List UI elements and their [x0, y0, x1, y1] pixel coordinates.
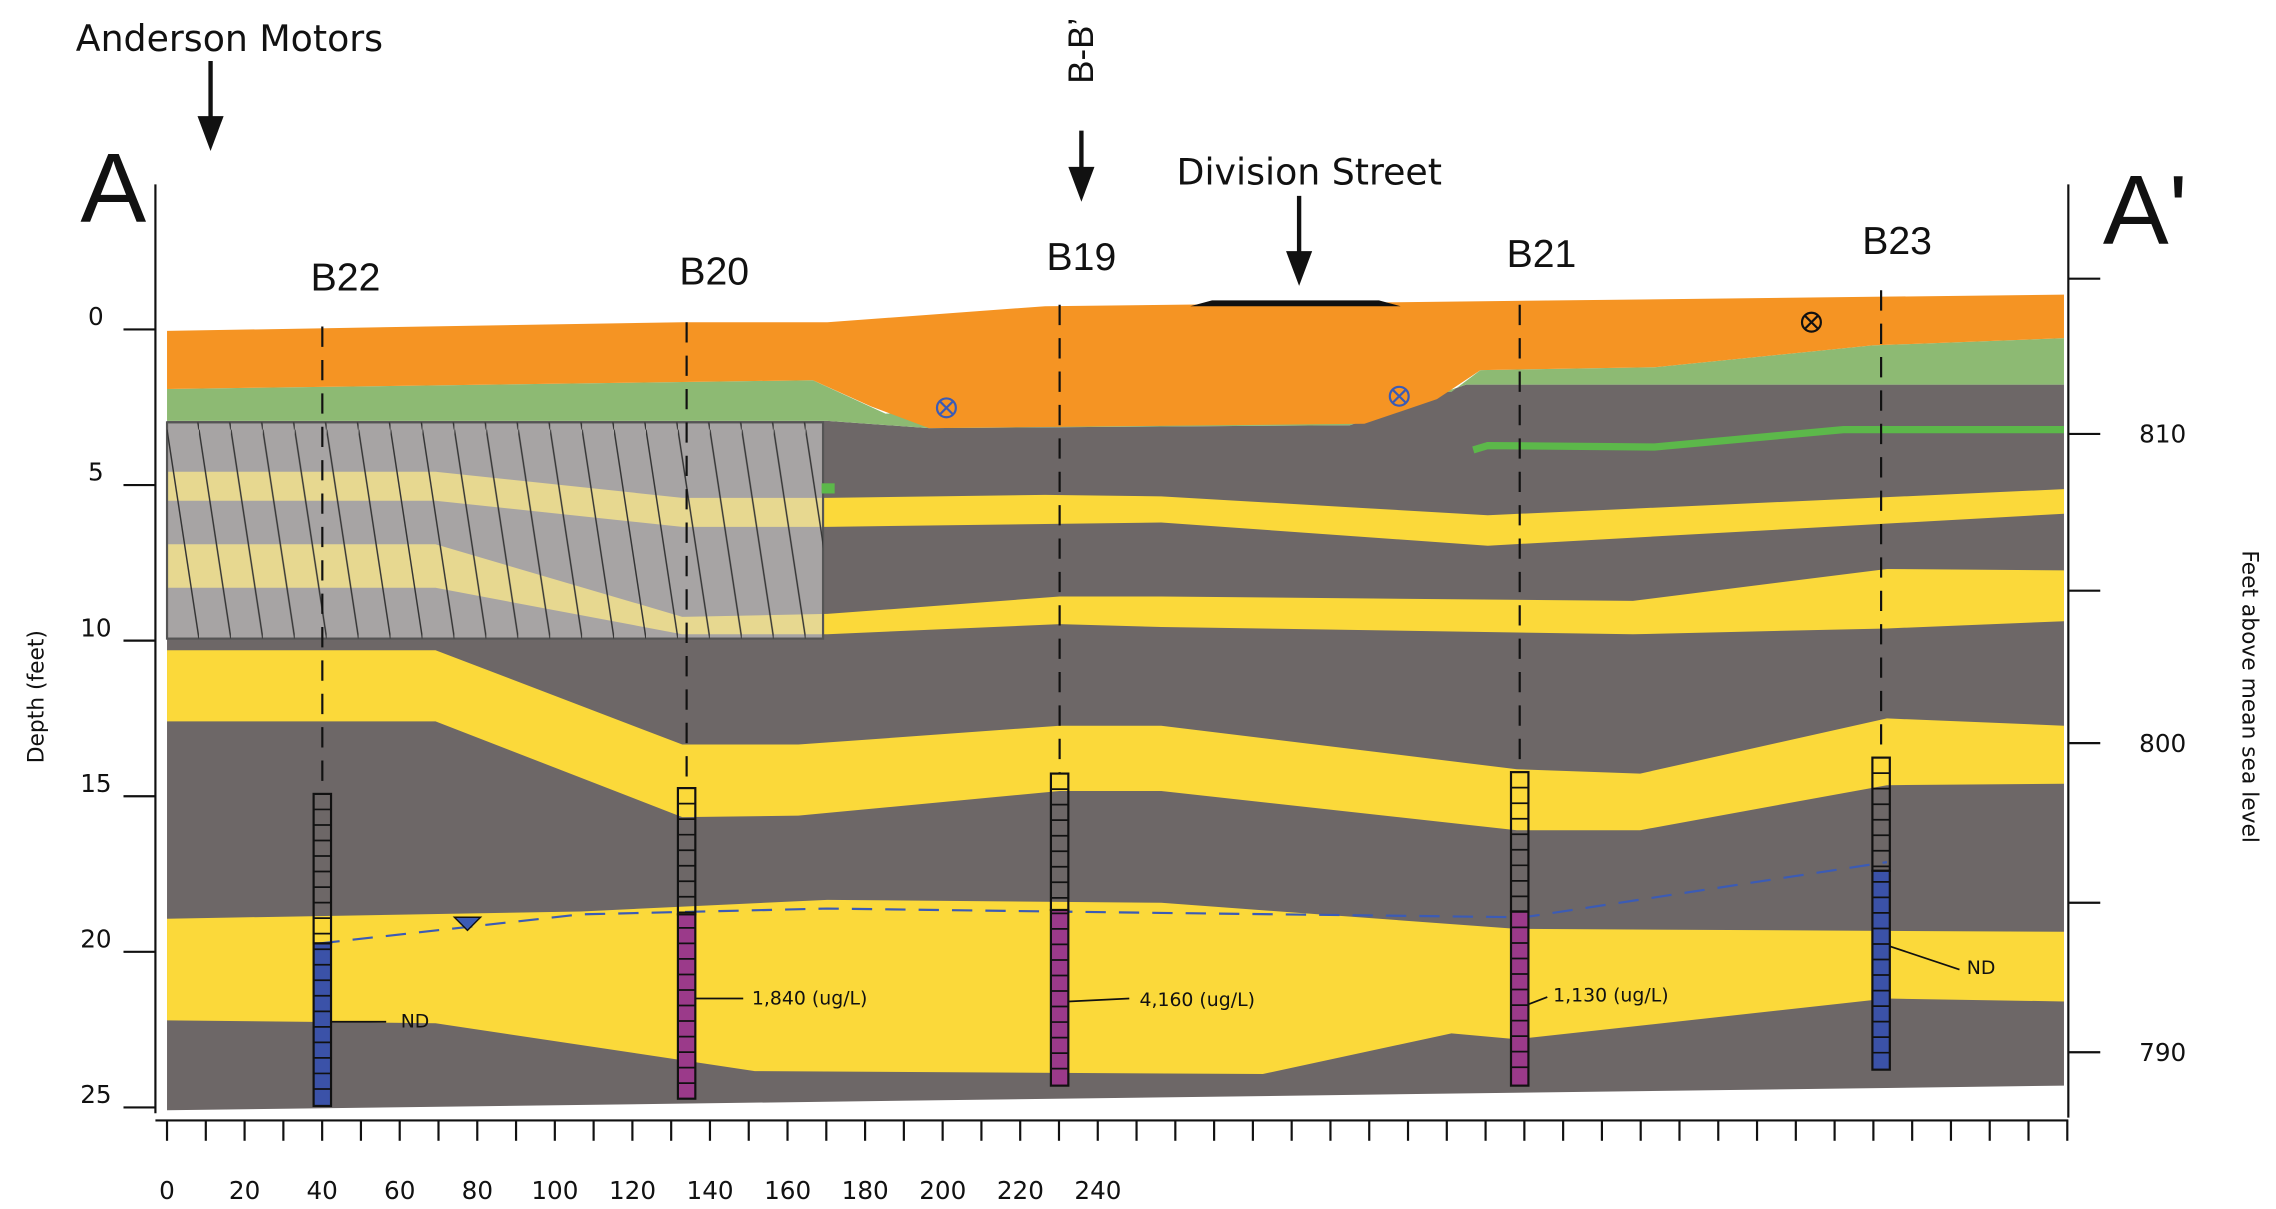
boring-name: B20 [679, 250, 749, 293]
elevation-tick-label: 790 [2139, 1038, 2186, 1067]
well-screen-wet [1511, 911, 1528, 1085]
depth-tick-label: 5 [88, 458, 104, 487]
elevation-tick-label: 810 [2139, 420, 2186, 449]
boring-name: B22 [311, 256, 381, 299]
x-tick-label: 100 [531, 1176, 578, 1205]
result-label: 1,840 (ug/L) [752, 987, 868, 1009]
boring-name: B21 [1507, 233, 1577, 276]
x-tick-label: 160 [764, 1176, 811, 1205]
x-tick-label: 140 [687, 1176, 734, 1205]
x-tick-label: 200 [919, 1176, 966, 1205]
depth-tick-label: 10 [80, 613, 111, 642]
x-tick-label: 120 [609, 1176, 656, 1205]
depth-axis-label: Depth (feet) [25, 630, 50, 763]
depth-tick-label: 0 [88, 302, 104, 331]
depth-tick-label: 25 [80, 1080, 111, 1109]
elevation-tick-label: 800 [2139, 729, 2186, 758]
location-label: Anderson Motors [76, 17, 383, 60]
street-label: Division Street [1177, 150, 1442, 193]
boring-name: B19 [1047, 236, 1117, 279]
x-tick-label: 220 [997, 1176, 1044, 1205]
arrows [198, 61, 1313, 286]
depth-tick-label: 15 [80, 769, 111, 798]
elevation-axis-label: Feet above mean sea level [2237, 550, 2262, 843]
x-tick-label: 0 [159, 1176, 175, 1205]
result-label: 1,130 (ug/L) [1553, 984, 1668, 1006]
start-label: A [80, 133, 146, 243]
result-label: ND [401, 1011, 430, 1033]
x-tick-label: 40 [306, 1176, 337, 1205]
result-label: 4,160 (ug/L) [1139, 989, 1255, 1011]
x-tick-label: 60 [384, 1176, 415, 1205]
excavated-hatch [167, 422, 823, 638]
well-screen-wet [1051, 910, 1068, 1086]
geology [167, 295, 2064, 1111]
x-tick-label: 80 [462, 1176, 493, 1205]
well-screen-wet [1872, 871, 1889, 1070]
end-label: A' [2103, 155, 2188, 265]
boring-name: B23 [1862, 220, 1932, 263]
well-screen-wet [314, 943, 331, 1106]
x-tick-label: 240 [1074, 1176, 1121, 1205]
section-label: B-B’ [1062, 18, 1101, 84]
x-tick-label: 180 [842, 1176, 889, 1205]
green-marker [822, 483, 835, 493]
result-label: ND [1967, 957, 1996, 979]
x-tick-label: 20 [229, 1176, 260, 1205]
well-screen-wet [678, 914, 695, 1098]
cross-section: Anderson Motors B-B’ Division Street A A… [0, 0, 2276, 1209]
page: Anderson Motors B-B’ Division Street A A… [0, 0, 2276, 1209]
road [1190, 300, 1400, 306]
depth-tick-label: 20 [80, 924, 111, 953]
